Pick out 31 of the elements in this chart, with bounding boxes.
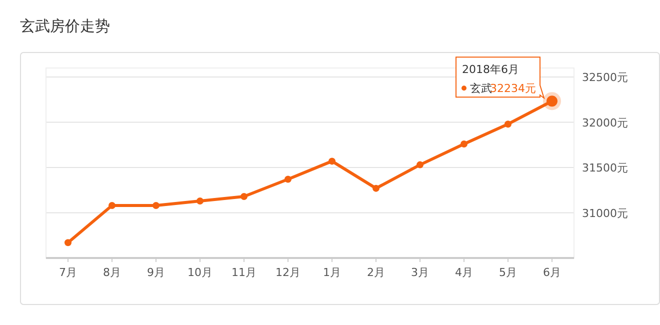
y-tick-label: 31000元 bbox=[582, 206, 628, 220]
point bbox=[504, 120, 512, 128]
x-tick-label: 9月 bbox=[147, 266, 165, 279]
y-tick-label: 32500元 bbox=[582, 71, 628, 84]
x-tick-label: 6月 bbox=[543, 266, 561, 279]
annotation: 2018年6月 bbox=[462, 63, 519, 76]
point bbox=[372, 184, 380, 192]
x-tick-label: 8月 bbox=[103, 266, 121, 279]
x-tick-label: 1月 bbox=[323, 266, 341, 279]
x-tick-label: 7月 bbox=[59, 266, 77, 279]
point bbox=[64, 239, 72, 246]
point bbox=[460, 140, 468, 148]
x-tick-label: 10月 bbox=[188, 266, 212, 279]
x-tick-label: 12月 bbox=[276, 266, 300, 279]
chart-title: 玄武房价走势 bbox=[20, 17, 110, 35]
x-tick-label: 4月 bbox=[455, 266, 473, 279]
legend-label: 玄武 bbox=[470, 82, 492, 96]
y-tick-label: 31500元 bbox=[582, 162, 628, 175]
point bbox=[328, 158, 336, 165]
point bbox=[196, 198, 204, 204]
y-tick-label: 32000元 bbox=[582, 116, 628, 130]
point bbox=[152, 202, 160, 210]
point bbox=[240, 192, 248, 200]
point bbox=[108, 202, 116, 210]
point bbox=[416, 161, 424, 168]
x-tick-label: 3月 bbox=[411, 266, 429, 279]
x-tick-label: 5月 bbox=[499, 266, 517, 279]
x-tick-label: 11月 bbox=[232, 266, 256, 279]
x-tick-label: 2月 bbox=[367, 266, 385, 279]
point bbox=[284, 176, 292, 183]
data-label: 32234元 bbox=[490, 82, 536, 96]
